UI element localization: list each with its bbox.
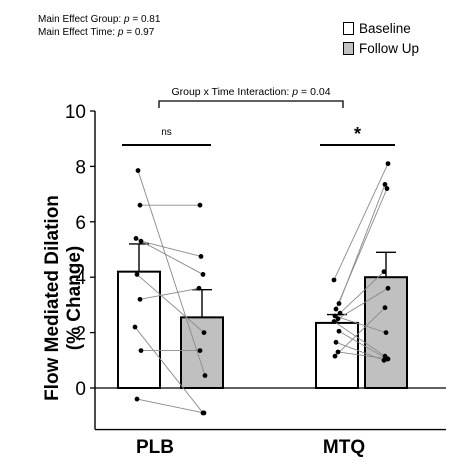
y-tick-label: 4: [75, 268, 86, 289]
mtq-baseline-point: [335, 349, 341, 355]
plb-individual-line: [136, 398, 205, 414]
plb-baseline-point: [138, 238, 144, 244]
plb-baseline-point: [133, 236, 139, 241]
mtq-baseline-point: [337, 310, 343, 316]
interaction-label-text: Group x Time Interaction:: [171, 86, 292, 98]
plb-follow-up-point: [196, 285, 202, 291]
mtq-follow-up-point: [384, 186, 390, 191]
mtq-follow-up-point: [383, 330, 389, 335]
y-tick-label: 6: [75, 213, 86, 234]
plb-individual-line: [135, 238, 204, 275]
interaction-value: = 0.04: [298, 86, 331, 98]
mtq-baseline-point: [336, 301, 342, 306]
plb-baseline-point: [134, 396, 140, 402]
y-tick-label: 10: [65, 102, 86, 123]
legend-follow-up-label: Follow Up: [359, 41, 420, 56]
interaction-p-symbol: p: [291, 86, 298, 98]
mtq-baseline-point: [333, 339, 339, 345]
plb-individual-line: [139, 287, 200, 300]
mtq-individual-line: [337, 287, 389, 320]
mtq-baseline-point: [332, 353, 338, 359]
mtq-baseline-point: [336, 328, 342, 334]
mtq-individual-line: [337, 351, 389, 360]
time-effect-label: Main Effect Time:: [38, 27, 116, 38]
y-tick-label: 0: [75, 379, 86, 400]
legend-follow-up-swatch: [343, 42, 354, 55]
x-category-label-mtq: MTQ: [323, 437, 365, 458]
plb-follow-up-point: [197, 202, 203, 208]
mtq-individual-line: [333, 321, 386, 357]
mtq-follow-up-point: [382, 305, 388, 311]
plb-follow-up-point: [201, 410, 207, 416]
plb-follow-up-point: [198, 254, 204, 259]
plb-individual-line: [137, 170, 206, 376]
y-tick-label: 8: [75, 157, 86, 178]
legend-follow-up: Follow Up: [343, 41, 419, 56]
plb-individual-line: [140, 240, 202, 257]
mtq-follow-up-point: [385, 161, 391, 167]
plb-significance-label: ns: [161, 127, 172, 138]
plb-baseline-point: [138, 348, 144, 354]
mtq-baseline-point: [331, 319, 337, 324]
mtq-individual-line: [335, 188, 388, 310]
plb-baseline-point: [132, 324, 138, 330]
mtq-follow-up-point: [381, 269, 387, 275]
plb-individual-line: [134, 326, 204, 414]
mtq-baseline-point: [333, 306, 339, 312]
mtq-follow-up-point: [385, 356, 391, 362]
group-effect-note: Main Effect Group: p = 0.81: [38, 14, 160, 26]
plb-follow-up-point: [200, 272, 206, 277]
interaction-bracket: [158, 100, 344, 108]
mtq-individual-line: [334, 307, 386, 357]
mtq-baseline-point: [335, 316, 341, 322]
mtq-individual-line: [333, 163, 389, 281]
plb-follow-up-point: [201, 330, 207, 335]
plb-baseline-point: [137, 296, 143, 302]
time-effect-value: = 0.97: [126, 27, 155, 38]
group-effect-label: Main Effect Group:: [38, 14, 122, 25]
legend-baseline-label: Baseline: [359, 21, 411, 36]
plb-baseline-point: [134, 272, 140, 277]
mtq-individual-line: [338, 330, 388, 360]
time-effect-note: Main Effect Time: p = 0.97: [38, 27, 154, 39]
group-effect-value: = 0.81: [132, 14, 161, 25]
mtq-follow-up-point: [382, 182, 388, 187]
time-effect-p-symbol: p: [117, 27, 124, 38]
plb-baseline-point: [137, 202, 143, 208]
mtq-individual-line: [334, 315, 387, 334]
interaction-label: Group x Time Interaction: p = 0.04: [171, 86, 330, 98]
x-category-label-plb: PLB: [136, 437, 174, 458]
mtq-significance-label: *: [354, 124, 361, 144]
plb-individual-line: [136, 274, 205, 333]
plb-follow-up-point: [202, 373, 208, 378]
mtq-follow-up-point: [381, 357, 387, 363]
y-tick-label: 2: [75, 324, 86, 345]
mtq-baseline-point: [331, 277, 337, 283]
mtq-follow-up-point: [385, 285, 391, 291]
plb-baseline-point: [135, 168, 141, 173]
legend-baseline: Baseline: [343, 21, 411, 36]
group-effect-p-symbol: p: [123, 14, 130, 25]
plb-follow-up-bar: [180, 316, 224, 389]
plb-follow-up-point: [197, 348, 203, 354]
legend-baseline-swatch: [343, 22, 354, 35]
mtq-individual-line: [339, 271, 385, 314]
